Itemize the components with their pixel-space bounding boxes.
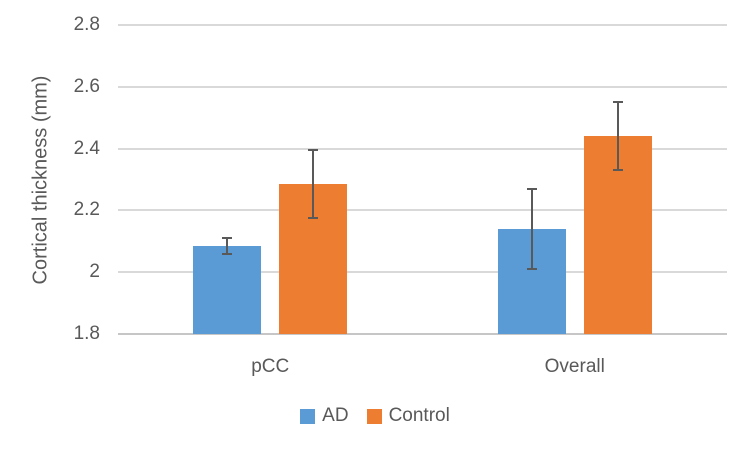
gridline bbox=[118, 209, 727, 212]
gridline bbox=[118, 85, 727, 88]
bar-ad-pcc bbox=[193, 245, 262, 334]
error-bar-cap-bottom bbox=[308, 217, 319, 220]
category-label: Overall bbox=[544, 356, 605, 377]
error-bar-cap-top bbox=[308, 149, 319, 152]
error-bar-cap-bottom bbox=[612, 169, 623, 172]
y-tick-label: 2.4 bbox=[73, 137, 100, 159]
y-axis-title: Cortical thickness (mm) bbox=[29, 75, 52, 285]
error-bar-cap-bottom bbox=[526, 268, 537, 271]
legend-label: Control bbox=[388, 405, 450, 426]
error-bar-cap-bottom bbox=[222, 252, 233, 255]
error-bar bbox=[312, 150, 315, 219]
error-bar bbox=[530, 188, 533, 270]
gridline bbox=[118, 271, 727, 274]
legend: AD Control bbox=[0, 405, 750, 427]
error-bar-cap-top bbox=[222, 237, 233, 240]
error-bar bbox=[616, 102, 619, 171]
error-bar-cap-top bbox=[612, 101, 623, 104]
gridline bbox=[118, 147, 727, 150]
legend-swatch-icon bbox=[366, 408, 382, 424]
error-bar bbox=[226, 238, 229, 254]
error-bar-cap-top bbox=[526, 187, 537, 190]
legend-swatch-icon bbox=[300, 408, 316, 424]
y-tick-label: 2.8 bbox=[73, 14, 100, 35]
gridline bbox=[118, 24, 727, 26]
legend-label: AD bbox=[322, 405, 349, 426]
y-tick-label: 1.8 bbox=[73, 323, 100, 344]
category-label: pCC bbox=[251, 356, 290, 377]
y-tick-label: 2.2 bbox=[73, 199, 100, 221]
y-tick-label: 2 bbox=[89, 261, 100, 283]
legend-item-control: Control bbox=[366, 405, 450, 427]
x-axis-line bbox=[118, 333, 727, 335]
legend-item-ad: AD bbox=[300, 405, 349, 427]
y-tick-label: 2.6 bbox=[73, 75, 100, 97]
